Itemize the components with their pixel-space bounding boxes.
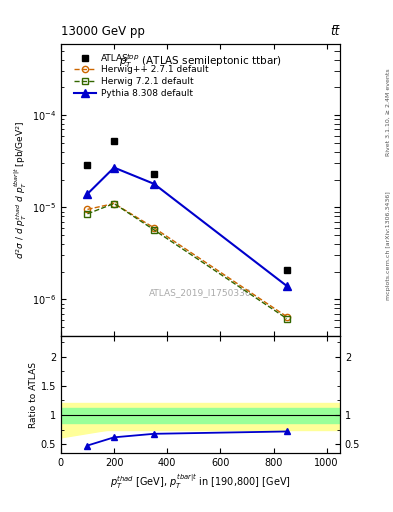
ATLAS (152, 171, 156, 177)
Text: mcplots.cern.ch [arXiv:1306.3436]: mcplots.cern.ch [arXiv:1306.3436] (386, 191, 391, 300)
Line: ATLAS: ATLAS (84, 138, 290, 273)
ATLAS (285, 267, 289, 273)
Bar (61, 408, 340, 423)
Bar (61, 403, 340, 430)
Herwig 7.2.1 default (112, 200, 116, 206)
Pythia 8.308 default (112, 164, 116, 170)
Text: tt̅: tt̅ (331, 26, 340, 38)
Line: Herwig++ 2.7.1 default: Herwig++ 2.7.1 default (84, 200, 290, 320)
Herwig 7.2.1 default (85, 211, 90, 217)
Herwig 7.2.1 default (152, 227, 156, 233)
Text: Rivet 3.1.10, ≥ 2.4M events: Rivet 3.1.10, ≥ 2.4M events (386, 69, 391, 157)
Line: Herwig 7.2.1 default: Herwig 7.2.1 default (84, 200, 290, 322)
Text: ATLAS_2019_I1750330: ATLAS_2019_I1750330 (149, 288, 252, 297)
Herwig++ 2.7.1 default (285, 313, 289, 319)
Text: $p_T^{top}$ (ATLAS semileptonic ttbar): $p_T^{top}$ (ATLAS semileptonic ttbar) (119, 52, 282, 70)
Pythia 8.308 default (152, 181, 156, 187)
Y-axis label: Ratio to ATLAS: Ratio to ATLAS (29, 361, 38, 428)
Herwig++ 2.7.1 default (152, 225, 156, 231)
Pythia 8.308 default (285, 283, 289, 289)
X-axis label: $p_T^{thad}$ [GeV], $p_T^{tbar|t}$ in [190,800] [GeV]: $p_T^{thad}$ [GeV], $p_T^{tbar|t}$ in [1… (110, 472, 291, 490)
Herwig 7.2.1 default (285, 315, 289, 322)
Pythia 8.308 default (85, 191, 90, 197)
Line: Pythia 8.308 default: Pythia 8.308 default (84, 164, 290, 290)
Y-axis label: $d^2\sigma\ /\ d\ p_T^{thad}\ d\ p_T^{tbar|t}$ [pb/GeV$^2$]: $d^2\sigma\ /\ d\ p_T^{thad}\ d\ p_T^{tb… (13, 120, 29, 259)
Herwig++ 2.7.1 default (112, 200, 116, 206)
Herwig++ 2.7.1 default (85, 206, 90, 212)
ATLAS (85, 162, 90, 168)
ATLAS (112, 138, 116, 144)
Text: 13000 GeV pp: 13000 GeV pp (61, 26, 145, 38)
Legend: ATLAS, Herwig++ 2.7.1 default, Herwig 7.2.1 default, Pythia 8.308 default: ATLAS, Herwig++ 2.7.1 default, Herwig 7.… (70, 50, 212, 101)
